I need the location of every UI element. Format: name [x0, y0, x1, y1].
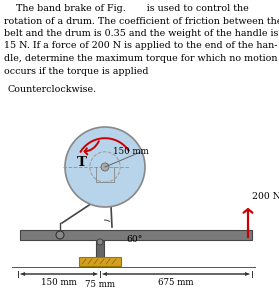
Bar — [20, 230, 252, 240]
Bar — [96, 240, 104, 257]
Circle shape — [65, 127, 145, 207]
Text: rotation of a drum. The coefficient of friction between the: rotation of a drum. The coefficient of f… — [4, 17, 279, 25]
Text: belt and the drum is 0.35 and the weight of the handle is: belt and the drum is 0.35 and the weight… — [4, 29, 278, 38]
Text: occurs if the torque is applied: occurs if the torque is applied — [4, 67, 148, 76]
Text: 150 mm: 150 mm — [113, 147, 149, 156]
Circle shape — [101, 163, 109, 171]
Bar — [79, 257, 121, 266]
Circle shape — [97, 239, 103, 245]
Text: 200 N: 200 N — [252, 192, 279, 201]
Circle shape — [56, 231, 64, 239]
Text: 150 mm: 150 mm — [41, 278, 77, 287]
Text: 675 mm: 675 mm — [158, 278, 194, 287]
Text: The band brake of Fig.       is used to control the: The band brake of Fig. is used to contro… — [4, 4, 249, 13]
Text: 75 mm: 75 mm — [85, 280, 115, 289]
Text: 15 N. If a force of 200 N is applied to the end of the han-: 15 N. If a force of 200 N is applied to … — [4, 41, 278, 51]
Text: 60°: 60° — [126, 234, 142, 244]
Text: dle, determine the maximum torque for which no motion: dle, determine the maximum torque for wh… — [4, 54, 278, 63]
Text: T: T — [77, 157, 87, 169]
Text: Counterclockwise.: Counterclockwise. — [8, 85, 97, 94]
